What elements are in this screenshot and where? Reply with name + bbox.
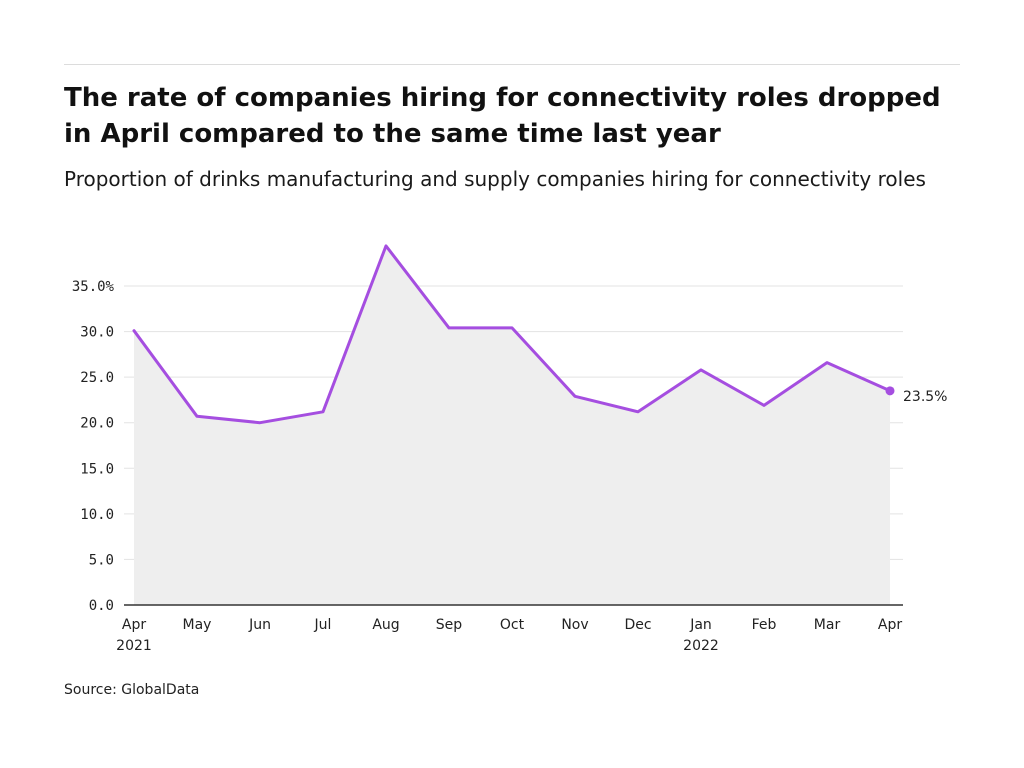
x-tick-label: Apr xyxy=(878,617,902,633)
y-tick-label: 5.0 xyxy=(89,552,114,568)
x-tick-label: Nov xyxy=(561,617,588,633)
y-tick-label: 0.0 xyxy=(89,598,114,614)
x-tick-label: Feb xyxy=(752,617,777,633)
x-tick-label: Sep xyxy=(436,617,463,633)
x-tick-label: Aug xyxy=(372,617,399,633)
y-tick-label: 25.0 xyxy=(80,370,114,386)
source-note: Source: GlobalData xyxy=(64,682,200,698)
x-tick-label: May xyxy=(183,617,212,633)
x-tick-label: Jul xyxy=(314,617,332,633)
x-tick-label: Apr xyxy=(122,617,146,633)
y-tick-label: 10.0 xyxy=(80,507,114,523)
y-tick-label: 15.0 xyxy=(80,461,114,477)
x-axis-ticks: Apr 2021 May Jun Jul Aug Sep Oct Nov Dec Jan 2022 Fe… xyxy=(116,617,902,654)
y-axis-ticks: 0.0 5.0 10.0 15.0 20.0 25.0 30.0 35.0% xyxy=(72,279,115,614)
x-tick-year-label: 2022 xyxy=(683,638,719,654)
end-point-marker xyxy=(885,386,895,396)
x-tick-label: Jan xyxy=(689,617,712,633)
y-tick-label: 20.0 xyxy=(80,416,114,432)
y-tick-label: 30.0 xyxy=(80,325,114,341)
series-line xyxy=(132,244,892,425)
end-value-label: 23.5% xyxy=(903,389,947,405)
x-tick-year-label: 2021 xyxy=(116,638,152,654)
chart-subtitle: Proportion of drinks manufacturing and s… xyxy=(64,167,926,191)
chart-title: The rate of companies hiring for connect… xyxy=(64,83,941,149)
series-area-fill xyxy=(134,245,890,605)
y-tick-label: 35.0% xyxy=(72,279,115,295)
x-tick-label: Dec xyxy=(624,617,651,633)
top-divider xyxy=(64,64,960,65)
x-tick-label: Jun xyxy=(248,617,271,633)
x-tick-label: Oct xyxy=(500,617,525,633)
x-tick-label: Mar xyxy=(814,617,841,633)
